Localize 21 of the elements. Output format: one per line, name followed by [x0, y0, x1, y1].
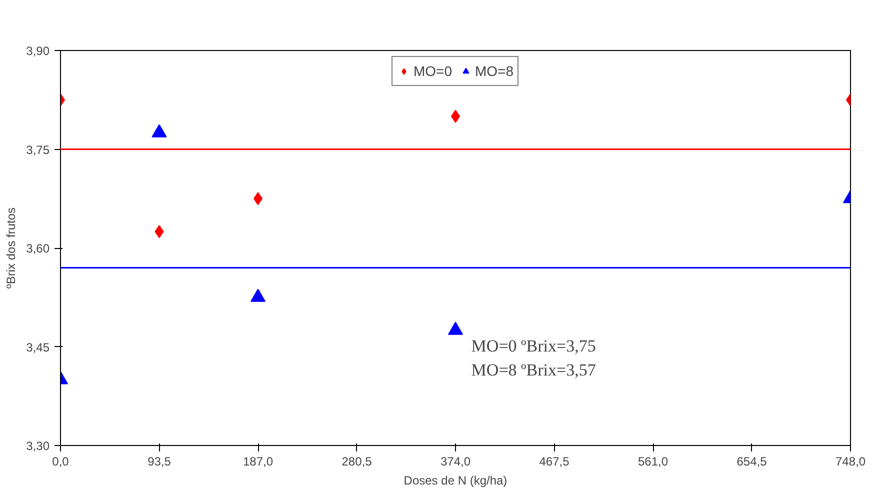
x-tick-label: 187,0 [242, 454, 274, 468]
x-axis-title: Doses de N (kg/ha) [404, 474, 508, 488]
x-tick-label: 0,0 [52, 454, 70, 468]
legend-label: MO=0 [413, 63, 452, 79]
x-tick-label: 280,5 [342, 454, 372, 468]
annotation: MO=8 ºBrix=3,57 [471, 360, 596, 380]
y-tick-label: 3,60 [26, 242, 50, 256]
annotation: MO=0 ºBrix=3,75 [471, 336, 596, 356]
y-tick-label: 3,75 [26, 142, 50, 157]
y-axis-title: ºBrix dos frutos [4, 207, 18, 289]
y-tick-label: 3,90 [26, 44, 50, 58]
x-tick-label: 561,0 [638, 454, 668, 468]
x-tick-label: 748,0 [835, 454, 866, 468]
legend-label: MO=8 [475, 63, 514, 79]
y-tick-label: 3,30 [26, 439, 50, 453]
point [154, 225, 164, 238]
x-tick-label: 467,5 [539, 454, 570, 468]
x-tick-label: 654,5 [736, 454, 768, 468]
y-tick-label: 3,45 [26, 340, 50, 354]
x-tick-label: 374,0 [440, 454, 471, 468]
x-tick-label: 93,5 [148, 454, 172, 468]
